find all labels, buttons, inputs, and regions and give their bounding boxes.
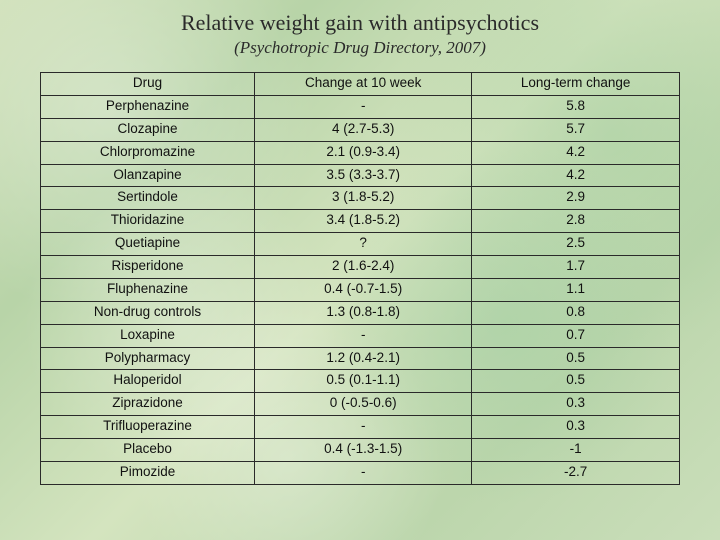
table-row: Quetiapine?2.5 [41,233,680,256]
cell-drug: Pimozide [41,461,255,484]
page-subtitle: (Psychotropic Drug Directory, 2007) [36,38,684,58]
table-row: Polypharmacy1.2 (0.4-2.1)0.5 [41,347,680,370]
table-row: Haloperidol0.5 (0.1-1.1)0.5 [41,370,680,393]
cell-10week: 1.3 (0.8-1.8) [255,301,472,324]
cell-longterm: 0.3 [472,393,680,416]
cell-10week: 3 (1.8-5.2) [255,187,472,210]
column-header-longterm: Long-term change [472,73,680,96]
cell-drug: Perphenazine [41,95,255,118]
cell-drug: Haloperidol [41,370,255,393]
cell-drug: Olanzapine [41,164,255,187]
weight-gain-table: Drug Change at 10 week Long-term change … [40,72,680,485]
cell-drug: Loxapine [41,324,255,347]
table-row: Sertindole3 (1.8-5.2)2.9 [41,187,680,210]
slide: Relative weight gain with antipsychotics… [0,0,720,540]
cell-10week: 4 (2.7-5.3) [255,118,472,141]
cell-10week: - [255,95,472,118]
cell-drug: Ziprazidone [41,393,255,416]
cell-10week: 0.5 (0.1-1.1) [255,370,472,393]
cell-10week: 1.2 (0.4-2.1) [255,347,472,370]
table-row: Placebo0.4 (-1.3-1.5)-1 [41,439,680,462]
cell-drug: Quetiapine [41,233,255,256]
table-row: Ziprazidone0 (-0.5-0.6)0.3 [41,393,680,416]
cell-longterm: 5.7 [472,118,680,141]
cell-10week: 0.4 (-0.7-1.5) [255,278,472,301]
cell-longterm: 0.8 [472,301,680,324]
table-row: Perphenazine-5.8 [41,95,680,118]
cell-drug: Placebo [41,439,255,462]
cell-longterm: 1.1 [472,278,680,301]
table-row: Clozapine4 (2.7-5.3)5.7 [41,118,680,141]
cell-longterm: 0.7 [472,324,680,347]
table-row: Risperidone2 (1.6-2.4)1.7 [41,256,680,279]
table-row: Pimozide--2.7 [41,461,680,484]
cell-10week: - [255,416,472,439]
cell-longterm: 0.3 [472,416,680,439]
cell-drug: Risperidone [41,256,255,279]
cell-10week: - [255,324,472,347]
cell-longterm: -2.7 [472,461,680,484]
cell-10week: 3.4 (1.8-5.2) [255,210,472,233]
cell-longterm: 0.5 [472,347,680,370]
table-row: Olanzapine3.5 (3.3-3.7)4.2 [41,164,680,187]
cell-drug: Thioridazine [41,210,255,233]
cell-10week: ? [255,233,472,256]
cell-drug: Trifluoperazine [41,416,255,439]
cell-longterm: -1 [472,439,680,462]
cell-longterm: 0.5 [472,370,680,393]
table-row: Fluphenazine0.4 (-0.7-1.5)1.1 [41,278,680,301]
table-row: Thioridazine3.4 (1.8-5.2)2.8 [41,210,680,233]
table-body: Perphenazine-5.8Clozapine4 (2.7-5.3)5.7C… [41,95,680,484]
cell-10week: 0 (-0.5-0.6) [255,393,472,416]
cell-10week: - [255,461,472,484]
cell-longterm: 2.9 [472,187,680,210]
cell-10week: 3.5 (3.3-3.7) [255,164,472,187]
cell-drug: Sertindole [41,187,255,210]
cell-10week: 2.1 (0.9-3.4) [255,141,472,164]
table-row: Non-drug controls1.3 (0.8-1.8)0.8 [41,301,680,324]
cell-longterm: 2.8 [472,210,680,233]
cell-drug: Polypharmacy [41,347,255,370]
cell-drug: Chlorpromazine [41,141,255,164]
cell-10week: 0.4 (-1.3-1.5) [255,439,472,462]
cell-longterm: 4.2 [472,141,680,164]
table-row: Loxapine-0.7 [41,324,680,347]
table-row: Trifluoperazine-0.3 [41,416,680,439]
cell-longterm: 5.8 [472,95,680,118]
page-title: Relative weight gain with antipsychotics [36,10,684,36]
table-row: Chlorpromazine2.1 (0.9-3.4)4.2 [41,141,680,164]
table-header: Drug Change at 10 week Long-term change [41,73,680,96]
cell-10week: 2 (1.6-2.4) [255,256,472,279]
cell-drug: Non-drug controls [41,301,255,324]
cell-longterm: 1.7 [472,256,680,279]
cell-drug: Clozapine [41,118,255,141]
column-header-drug: Drug [41,73,255,96]
cell-drug: Fluphenazine [41,278,255,301]
cell-longterm: 2.5 [472,233,680,256]
column-header-10week: Change at 10 week [255,73,472,96]
cell-longterm: 4.2 [472,164,680,187]
